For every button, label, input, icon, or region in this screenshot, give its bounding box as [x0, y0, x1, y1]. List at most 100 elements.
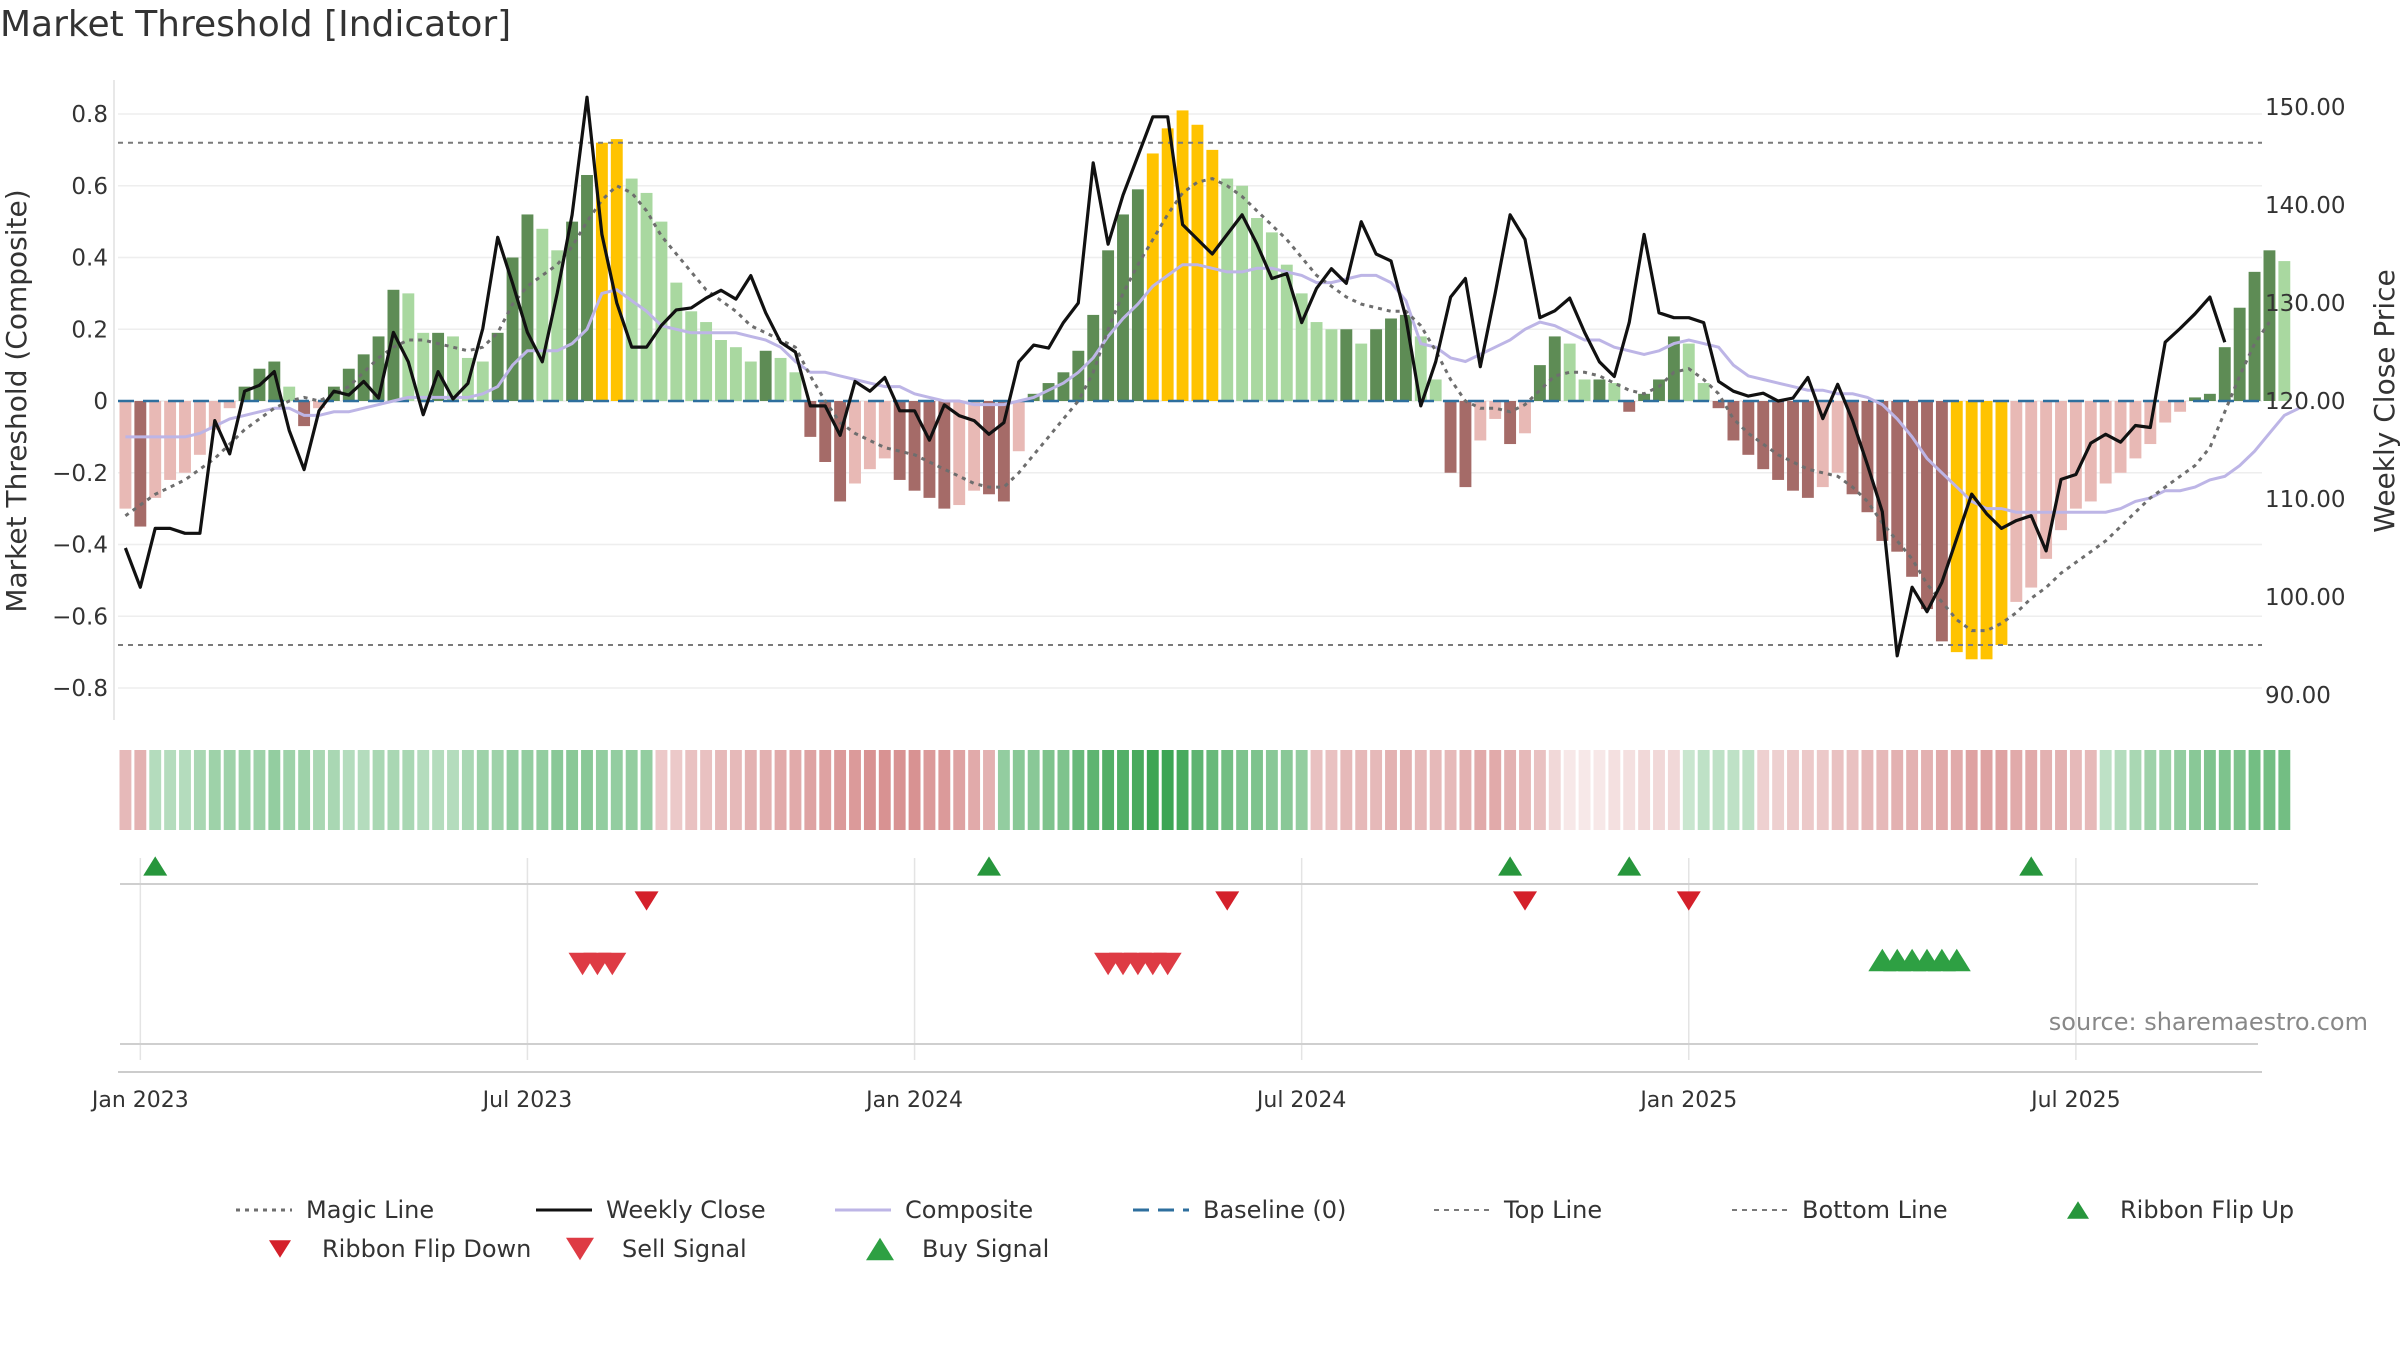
- ribbon-cell: [715, 750, 727, 830]
- ribbon-cell: [849, 750, 861, 830]
- composite-bar: [685, 311, 698, 401]
- ribbon-cell: [2055, 750, 2067, 830]
- ribbon-cell: [685, 750, 698, 830]
- ribbon-cell: [1742, 750, 1755, 830]
- composite-bar: [1370, 329, 1383, 401]
- composite-bar: [2010, 401, 2023, 602]
- ribbon-cell: [2099, 750, 2112, 830]
- chart-title: Market Threshold [Indicator]: [0, 4, 512, 45]
- composite-bar: [581, 174, 593, 401]
- composite-bar: [476, 361, 489, 401]
- right-tick-label: 110.00: [2265, 487, 2345, 513]
- ribbon-cell: [2129, 750, 2142, 830]
- ribbon-cell: [1980, 750, 1993, 830]
- left-tick-label: −0.2: [52, 461, 108, 487]
- composite-bar: [1935, 401, 1948, 642]
- composite-bar: [1667, 336, 1680, 401]
- composite-bar: [640, 192, 653, 401]
- composite-bar: [372, 336, 385, 401]
- legend-label: Bottom Line: [1802, 1196, 1948, 1224]
- ribbon-cell: [1295, 750, 1308, 830]
- buy-signal-marker: [1942, 948, 1971, 972]
- composite-bar: [923, 401, 936, 498]
- ribbon-cell: [1697, 750, 1710, 830]
- ribbon-cell: [2248, 750, 2261, 830]
- ribbon-cell: [134, 750, 147, 830]
- x-tick-label: Jan 2024: [864, 1088, 963, 1113]
- x-tick-label: Jan 2023: [90, 1088, 189, 1113]
- composite-bar: [1816, 401, 1829, 488]
- composite-bar: [1057, 372, 1070, 401]
- ribbon-cell: [804, 750, 817, 830]
- ribbon-cell: [2010, 750, 2023, 830]
- ribbon-cell: [1027, 750, 1040, 830]
- ribbon-cell: [2189, 750, 2201, 830]
- composite-bar: [2233, 307, 2246, 401]
- ribbon-cell: [1370, 750, 1383, 830]
- ribbon-cell: [253, 750, 266, 830]
- composite-bar: [268, 361, 281, 401]
- ribbon-cell: [193, 750, 206, 830]
- composite-bar: [1906, 401, 1919, 577]
- sell-signal-marker: [1153, 952, 1182, 976]
- composite-bar: [953, 401, 966, 506]
- ribbon-flip-down-marker: [1215, 891, 1240, 911]
- composite-bar: [1772, 401, 1785, 480]
- composite-bar: [1206, 149, 1219, 401]
- ribbon-cell: [2159, 750, 2172, 830]
- right-axis-title: Weekly Close Price: [2368, 269, 2400, 532]
- ribbon-cell: [923, 750, 936, 830]
- ribbon-cell: [1519, 750, 1531, 830]
- ribbon-cell: [2233, 750, 2246, 830]
- ribbon-cell: [1712, 750, 1725, 830]
- composite-bar: [1072, 350, 1085, 401]
- composite-bar: [2114, 401, 2127, 473]
- ribbon-cell: [1146, 750, 1159, 830]
- ribbon-cell: [938, 750, 951, 830]
- composite-bar: [1682, 343, 1695, 401]
- ribbon-cell: [491, 750, 504, 830]
- composite-bar: [1921, 401, 1933, 610]
- composite-bar: [1831, 401, 1844, 473]
- composite-bar: [164, 401, 177, 480]
- ribbon-cell: [1221, 750, 1234, 830]
- composite-bar: [1578, 379, 1591, 401]
- ribbon-cell: [789, 750, 802, 830]
- composite-bar: [834, 401, 847, 502]
- ribbon-flip-up-marker: [977, 856, 1001, 876]
- ribbon-cell: [1891, 750, 1904, 830]
- composite-bar: [2278, 261, 2291, 401]
- x-tick-label: Jan 2025: [1638, 1088, 1737, 1113]
- ribbon-flip-up-marker: [143, 856, 168, 876]
- right-tick-label: 130.00: [2265, 291, 2345, 317]
- ribbon-cell: [1682, 750, 1695, 830]
- ribbon-cell: [1191, 750, 1204, 830]
- signal-rows: [120, 856, 2258, 1045]
- composite-bar: [313, 401, 325, 409]
- left-tick-label: 0: [93, 389, 108, 415]
- composite-bar: [1176, 110, 1189, 401]
- composite-bar: [1653, 379, 1665, 401]
- left-tick-label: 0.6: [71, 174, 108, 200]
- composite-bar: [849, 401, 861, 484]
- composite-bar: [1012, 401, 1025, 452]
- ribbon-cell: [1757, 750, 1770, 830]
- composite-bar: [1429, 379, 1442, 401]
- ribbon-cell: [551, 750, 564, 830]
- composite-bar: [2040, 401, 2053, 559]
- ribbon-cell: [1489, 750, 1502, 830]
- composite-bar: [2174, 401, 2187, 412]
- ribbon-cell: [1459, 750, 1472, 830]
- axes: 0.8 0.6 0.4 0.2 0 −0.2 −0.4 −0.6 −0.8 150.00 140.0…: [0, 80, 2400, 1113]
- ribbon-cell: [342, 750, 355, 830]
- composite-bar: [1727, 401, 1740, 441]
- composite-bar: [2248, 271, 2261, 401]
- ribbon-cell: [1965, 750, 1978, 830]
- composite-bar: [2159, 401, 2172, 423]
- ribbon-cell: [327, 750, 340, 830]
- composite-bar: [744, 361, 757, 401]
- ribbon-cell: [1102, 750, 1115, 830]
- ribbon-cell: [1414, 750, 1427, 830]
- composite-bar: [342, 368, 355, 401]
- composite-bar: [2218, 347, 2231, 401]
